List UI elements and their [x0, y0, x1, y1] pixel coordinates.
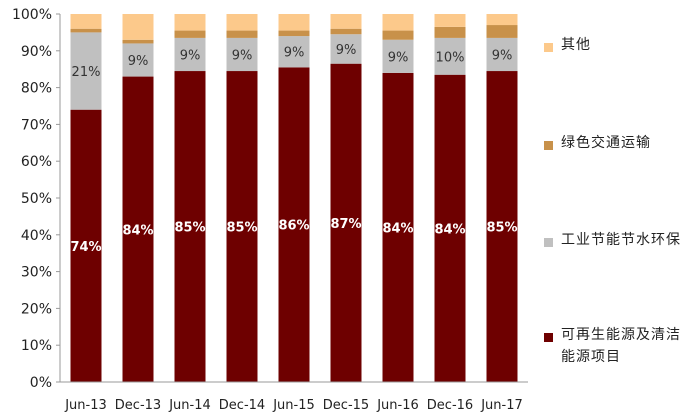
bar-segment — [226, 37, 258, 72]
bar-segment — [70, 28, 102, 33]
bar-segment — [226, 30, 258, 38]
y-tick-label: 20% — [21, 301, 52, 317]
bar-segment — [278, 14, 310, 31]
bar-data-label: 85% — [174, 221, 205, 236]
x-tick-label: Jun-14 — [168, 398, 211, 413]
bar-stacks: 74% 21% 84% 9% 85% 9% 85% 9% 86% 9% 87% 9% 84% 9% 84% 1… — [70, 14, 518, 383]
legend-label-green-transport: 绿色交通运输 — [561, 135, 651, 151]
x-tick-label: Dec-16 — [427, 398, 473, 413]
bar-data-label: 85% — [226, 221, 257, 236]
legend-item-renewable-energy: 可再生能源及清洁能源项目 — [544, 327, 694, 368]
y-tick-label: 90% — [21, 44, 52, 60]
bar-segment — [330, 14, 362, 29]
y-tick-label: 10% — [21, 338, 52, 354]
bar-data-label: 9% — [388, 50, 409, 65]
y-tick-label: 50% — [21, 191, 52, 207]
bar-segment — [174, 71, 206, 382]
bar-segment — [434, 74, 466, 382]
bar-segment — [434, 26, 466, 38]
y-tick-label: 100% — [12, 7, 52, 23]
bar-segment — [486, 14, 518, 26]
bar-data-label: 84% — [382, 221, 413, 236]
legend-swatch-other — [544, 43, 553, 52]
legend-swatch-green-transport — [544, 141, 553, 150]
x-tick-label: Dec-14 — [219, 398, 265, 413]
bar-segment — [226, 14, 258, 31]
bar-segment — [70, 109, 102, 383]
y-tick-label: 30% — [21, 265, 52, 281]
bar-segment — [122, 43, 154, 77]
bar-data-label: 10% — [436, 50, 465, 65]
bar-segment — [226, 71, 258, 382]
bar-data-label: 74% — [70, 240, 101, 255]
bar-segment — [330, 34, 362, 64]
bar-segment — [174, 37, 206, 72]
legend-label-industrial-saving: 工业节能节水环保 — [561, 232, 681, 248]
bar-data-label: 87% — [330, 217, 361, 232]
bar-data-label: 9% — [284, 46, 305, 61]
x-tick-label: Dec-13 — [115, 398, 161, 413]
legend-swatch-industrial-saving — [544, 238, 553, 247]
y-axis: 0% 10% 20% 30% 40% 50% 60% 70% 80% 90% 100% — [12, 7, 61, 391]
bar-segment — [70, 32, 102, 110]
x-tick-label: Jun-16 — [376, 398, 419, 413]
bar-data-label: 85% — [486, 221, 517, 236]
bar-data-label: 21% — [72, 65, 101, 80]
bar-data-label: 9% — [232, 48, 253, 63]
y-tick-label: 80% — [21, 81, 52, 97]
y-tick-label: 70% — [21, 117, 52, 133]
bar-segment — [382, 39, 414, 73]
y-tick-label: 40% — [21, 228, 52, 244]
x-tick-label: Jun-15 — [272, 398, 315, 413]
bar-segment — [174, 30, 206, 38]
legend-swatch-renewable-energy — [544, 333, 553, 342]
bar-data-label: 9% — [180, 48, 201, 63]
bar-segment — [330, 63, 362, 383]
bar-segment — [382, 72, 414, 382]
bar-segment — [122, 39, 154, 44]
bar-data-label: 9% — [128, 54, 149, 69]
bar-segment — [122, 14, 154, 40]
bar-segment — [382, 14, 414, 31]
bar-segment — [122, 76, 154, 382]
bar-segment — [434, 14, 466, 27]
bar-segment — [486, 37, 518, 72]
bar-segment — [278, 30, 310, 37]
bar-segment — [330, 28, 362, 35]
x-axis: Jun-13 Dec-13 Jun-14 Dec-14 Jun-15 Dec-15 Jun-… — [60, 381, 528, 413]
bar-segment — [174, 14, 206, 31]
bar-data-label: 84% — [434, 222, 465, 237]
legend-label-other: 其他 — [561, 37, 591, 53]
legend-label-renewable-energy: 可再生能源及清洁能源项目 — [561, 327, 681, 365]
legend-item-green-transport: 绿色交通运输 — [544, 135, 694, 154]
x-tick-label: Jun-17 — [480, 398, 523, 413]
bar-data-label: 9% — [492, 48, 513, 63]
bar-segment — [382, 30, 414, 40]
bar-data-label: 9% — [336, 43, 357, 58]
bar-segment — [70, 14, 102, 29]
bar-segment — [486, 25, 518, 38]
bar-segment — [278, 36, 310, 68]
x-tick-label: Jun-13 — [64, 398, 107, 413]
bar-data-label: 86% — [278, 219, 309, 234]
bar-segment — [278, 67, 310, 383]
y-tick-label: 60% — [21, 154, 52, 170]
legend-item-industrial-saving: 工业节能节水环保 — [544, 232, 694, 251]
legend-item-other: 其他 — [544, 37, 694, 56]
legend: 其他 绿色交通运输 工业节能节水环保 可再生能源及清洁能源项目 — [544, 0, 694, 414]
bar-segment — [434, 37, 466, 75]
bar-data-label: 84% — [122, 223, 153, 238]
x-tick-label: Dec-15 — [323, 398, 369, 413]
bar-segment — [486, 71, 518, 382]
y-tick-label: 0% — [30, 375, 52, 391]
